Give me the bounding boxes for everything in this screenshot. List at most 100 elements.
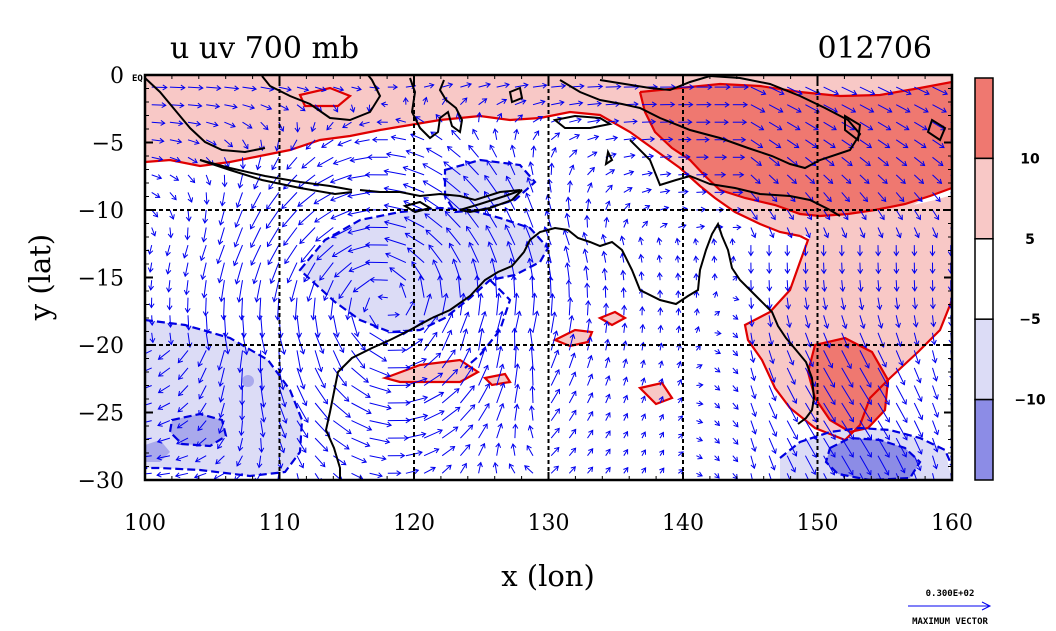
wind-vector — [378, 296, 388, 299]
wind-vector-head — [698, 382, 704, 389]
wind-vector — [841, 315, 847, 329]
wind-vector-head — [320, 461, 326, 468]
wind-vector-head — [465, 347, 471, 353]
wind-vector — [877, 174, 888, 184]
wind-vector-head — [464, 160, 471, 166]
wind-vector — [768, 420, 777, 437]
wind-vector — [496, 328, 499, 351]
wind-vector-head — [772, 196, 778, 203]
wind-vector-head — [197, 361, 203, 368]
wind-vector-head — [483, 190, 490, 197]
wind-vector — [224, 86, 239, 90]
wind-vector — [895, 402, 908, 423]
wind-vector-head — [294, 127, 301, 133]
wind-vector-head — [650, 118, 657, 125]
wind-vector-head — [286, 277, 292, 284]
wind-vector-head — [788, 360, 795, 366]
wind-vector — [158, 367, 171, 377]
wind-vector — [660, 156, 672, 158]
x-axis-label: x (lon) — [501, 559, 595, 593]
wind-vector-head — [489, 257, 496, 264]
wind-vector — [514, 84, 528, 88]
negative-contour — [464, 279, 512, 369]
wind-vector-head — [484, 402, 490, 409]
wind-vector — [478, 328, 483, 351]
wind-vector — [804, 385, 817, 405]
wind-vector — [463, 175, 479, 193]
wind-vector — [478, 423, 488, 439]
wind-vector — [895, 332, 902, 347]
wind-vector-head — [446, 227, 452, 233]
wind-vector — [583, 232, 588, 246]
wind-vector-head — [843, 214, 849, 221]
wind-vector-head — [157, 354, 164, 360]
wind-vector — [242, 315, 245, 338]
wind-vector-head — [525, 240, 531, 247]
wind-vector — [198, 350, 207, 367]
wind-vector-head — [804, 323, 811, 329]
wind-vector — [296, 332, 305, 354]
wind-vector — [732, 385, 739, 392]
wind-vector-head — [917, 196, 923, 203]
wind-vector-head — [286, 164, 292, 170]
wind-vector-head — [217, 239, 224, 246]
wind-vector-head — [425, 229, 431, 235]
wind-vector-head — [720, 189, 726, 196]
wind-vector-head — [442, 177, 449, 184]
wind-vector — [859, 350, 870, 369]
wind-vector-head — [771, 413, 778, 420]
wind-vector-head — [194, 457, 201, 463]
wind-vector — [714, 455, 720, 461]
wind-vector-head — [601, 233, 607, 240]
wind-vector — [242, 104, 255, 109]
wind-vector-head — [596, 100, 603, 107]
wind-vector-head — [677, 415, 684, 421]
wind-vector-head — [417, 450, 423, 456]
wind-vector — [203, 227, 207, 242]
wind-vector — [240, 420, 243, 436]
wind-vector — [496, 99, 507, 106]
wind-vector-head — [321, 142, 327, 148]
wind-vector-head — [884, 143, 891, 149]
wind-vector — [346, 297, 352, 320]
wind-vector — [677, 379, 682, 386]
wind-vector-head — [831, 125, 837, 131]
wind-vector — [913, 297, 916, 309]
wind-vector — [913, 350, 920, 364]
wind-vector-head — [802, 251, 809, 257]
wind-vector-head — [524, 465, 530, 471]
wind-vector — [914, 121, 928, 131]
wind-vector-head — [929, 304, 936, 310]
wind-vector-head — [253, 183, 259, 190]
wind-vector-head — [893, 268, 900, 275]
wind-vector-head — [552, 330, 559, 336]
wind-vector-head — [683, 188, 689, 195]
wind-vector-head — [548, 162, 555, 168]
wind-vector — [296, 420, 309, 438]
wind-vector — [250, 209, 262, 230]
wind-vector-head — [551, 146, 557, 153]
wind-vector — [768, 385, 776, 401]
wind-vector — [278, 315, 282, 338]
wind-vector — [804, 473, 810, 480]
wind-vector — [187, 192, 193, 203]
wind-vector — [914, 86, 930, 95]
wind-vector-head — [219, 201, 226, 207]
wind-vector-head — [941, 107, 947, 113]
wind-vector — [239, 437, 243, 451]
wind-vector-head — [329, 178, 336, 184]
wind-vector — [296, 122, 299, 132]
wind-vector — [768, 104, 783, 113]
wind-vector-head — [306, 296, 313, 302]
wind-vector — [423, 410, 445, 422]
wind-vector — [508, 160, 516, 176]
wind-vector — [331, 209, 352, 220]
wind-vector-head — [623, 412, 629, 419]
wind-vector-head — [585, 300, 592, 306]
wind-vector — [568, 429, 577, 439]
wind-vector-head — [240, 332, 247, 339]
wind-vector — [332, 385, 350, 402]
wind-vector-head — [347, 192, 353, 199]
wind-vector-head — [166, 305, 173, 311]
